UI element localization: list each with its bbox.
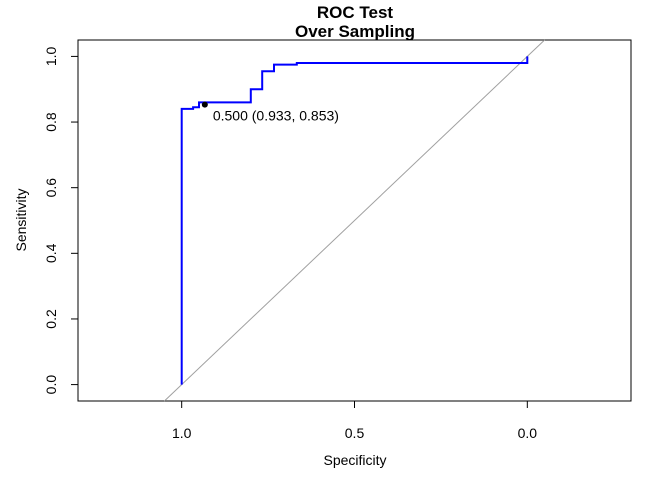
y-axis: 0.0 0.2 0.4 0.6 0.8 1.0 [43, 46, 79, 395]
y-tick-label: 0.0 [43, 375, 59, 395]
chart-subtitle: Over Sampling [295, 22, 415, 41]
x-axis-label: Specificity [323, 452, 386, 468]
x-tick-label: 0.0 [518, 425, 538, 441]
chart-title: ROC Test [317, 3, 394, 22]
y-axis-label: Sensitivity [13, 188, 29, 251]
y-tick-label: 1.0 [43, 46, 59, 66]
x-axis: 1.0 0.5 0.0 [172, 400, 538, 441]
roc-curve [180, 56, 529, 385]
y-tick-label: 0.6 [43, 178, 59, 198]
reference-diagonal [164, 39, 545, 402]
y-tick-label: 0.4 [43, 243, 59, 263]
x-tick-label: 0.5 [345, 425, 365, 441]
y-tick-label: 0.2 [43, 309, 59, 329]
threshold-label: 0.500 (0.933, 0.853) [213, 108, 339, 124]
x-tick-label: 1.0 [172, 425, 192, 441]
y-tick-label: 0.8 [43, 112, 59, 132]
threshold-point [201, 101, 208, 108]
